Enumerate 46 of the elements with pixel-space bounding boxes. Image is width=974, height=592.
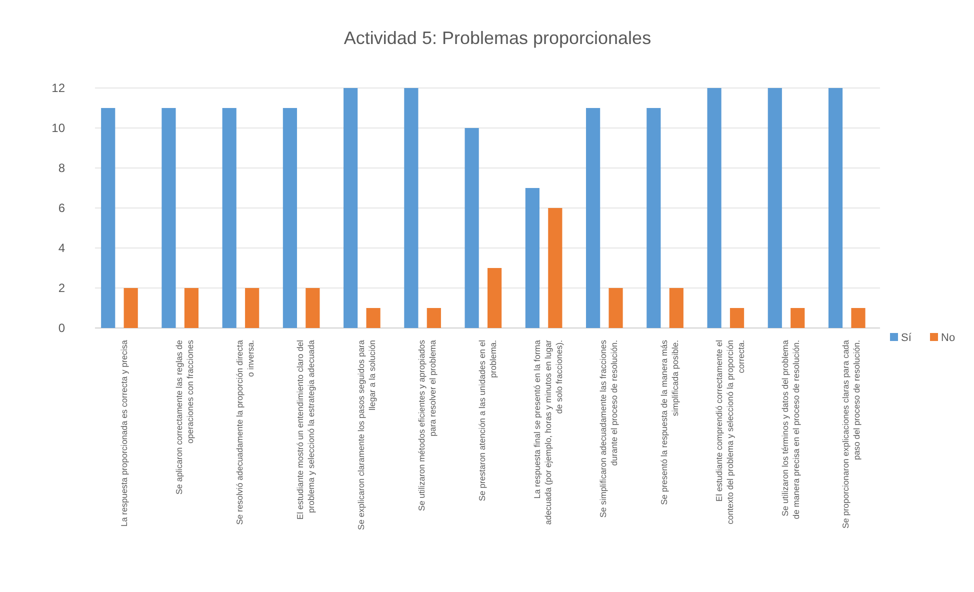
x-tick-label: La respuesta final se presentó en la forma adecuada (por ejemplo, horas y minutos en lugar de solo fracciones).	[532, 340, 564, 525]
x-tick-label: Se simplificaron adecuadamente las fracciones durante el proceso de resolución.	[598, 340, 620, 518]
y-tick-label: 10	[52, 121, 66, 136]
legend-label: No	[941, 332, 956, 344]
bar	[730, 308, 744, 328]
x-tick-label: El estudiante comprendió correctamente el contexto del problema y seleccionó la proporción correcta.	[714, 340, 746, 524]
x-tick-label: Se resolvió adecuadamente la proporción directa o inversa.	[234, 340, 256, 525]
bar	[586, 108, 600, 328]
bar	[366, 308, 380, 328]
bar	[669, 288, 684, 328]
chart-title: Actividad 5: Problemas proporcionales	[344, 28, 652, 48]
bar	[828, 88, 843, 328]
x-tick-label: Se prestaron atención a las unidades en el problema.	[477, 340, 498, 502]
x-tick-label: Se utilizaron los términos y datos del problema de manera precisa en el proceso de resolución.	[780, 340, 802, 520]
bar	[344, 88, 358, 328]
y-tick-label: 6	[58, 201, 66, 216]
bar	[488, 268, 502, 328]
bar	[464, 128, 479, 328]
x-tick-label: Se presentó la respuesta de la manera más simplificada posible.	[658, 340, 680, 505]
bar	[426, 308, 441, 328]
y-tick-label: 0	[58, 321, 66, 336]
x-tick-label: Se aplicaron correctamente las reglas de operaciones con fracciones	[174, 340, 195, 494]
bar	[525, 188, 540, 328]
bar	[404, 88, 418, 328]
bar	[851, 308, 866, 328]
bar	[282, 108, 298, 328]
bar	[707, 88, 722, 328]
bar	[306, 288, 320, 328]
bar	[548, 208, 562, 328]
bar	[245, 288, 260, 328]
y-tick-label: 2	[58, 281, 66, 296]
bar	[222, 108, 236, 328]
bar	[124, 288, 138, 328]
y-tick-label: 4	[58, 241, 66, 256]
bar	[184, 288, 199, 328]
x-tick-label: La respuesta proporcionada es correcta y precisa	[118, 340, 129, 527]
bar	[101, 108, 116, 328]
bar	[646, 108, 661, 328]
bar	[790, 308, 805, 328]
bar	[768, 88, 782, 328]
x-tick-label: Se proporcionaron explicaciones claras para cada paso del proceso de resolución.	[840, 340, 862, 529]
y-tick-label: 8	[58, 161, 66, 176]
bar	[608, 288, 623, 328]
legend-label: Sí	[901, 332, 912, 344]
bar	[162, 108, 176, 328]
y-tick-label: 12	[52, 81, 66, 96]
